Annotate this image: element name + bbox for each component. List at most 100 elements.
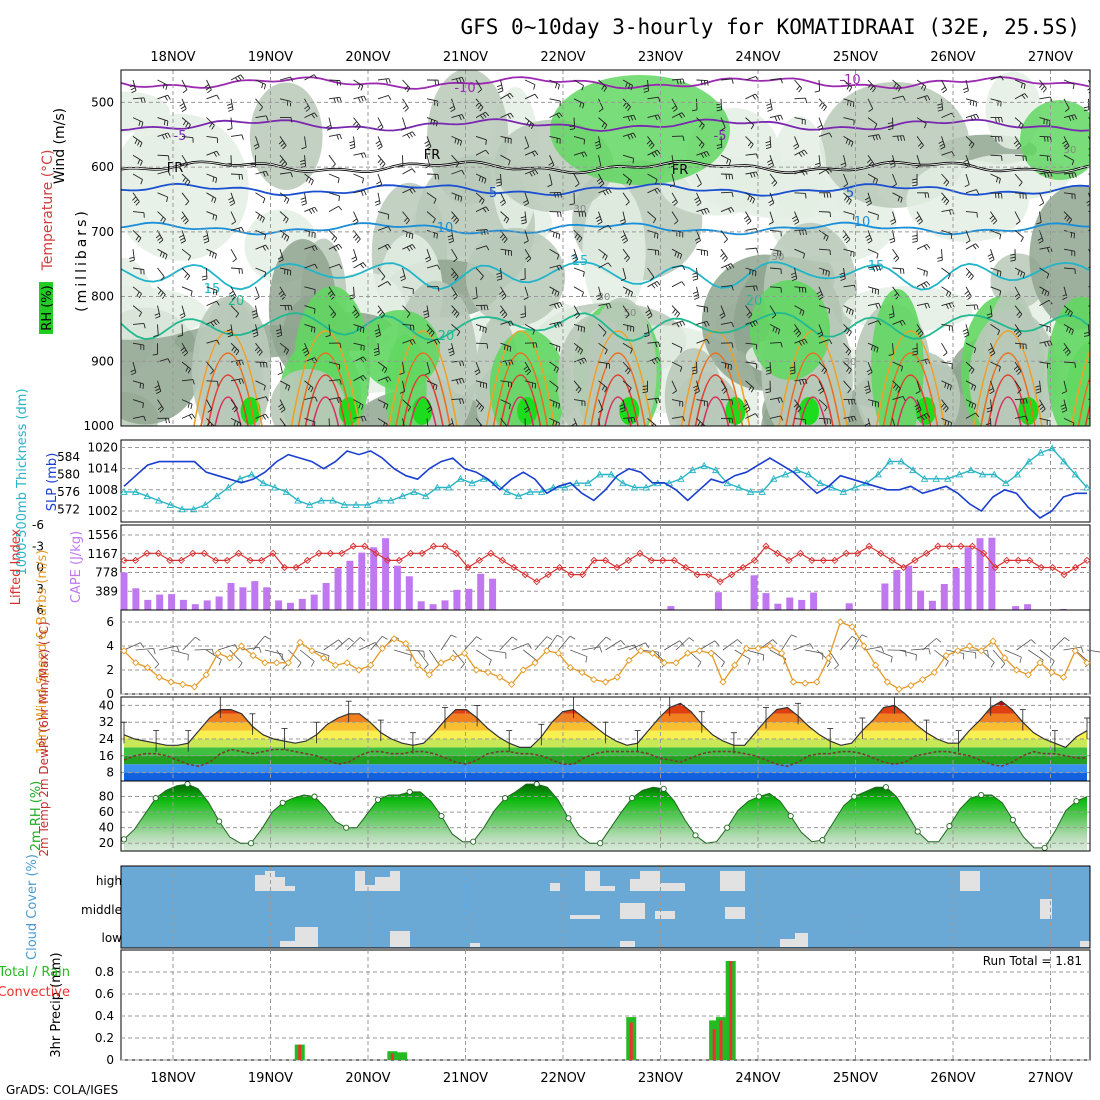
wind-barb: [916, 79, 927, 92]
wind-barb: [353, 173, 365, 184]
wind-barb: [402, 79, 411, 93]
wind-barb: [511, 643, 532, 651]
warm-isotherm: [193, 330, 263, 426]
wind-barb: [596, 173, 605, 188]
wind-barb: [499, 636, 518, 651]
wind-speed-point: [907, 681, 915, 690]
wind-barb: [671, 281, 686, 288]
cape-tick-label: 389: [95, 584, 118, 598]
rh-shading: [582, 182, 646, 322]
wind-barb: [201, 267, 208, 281]
isotherm-label: -5: [174, 129, 187, 144]
lifted-index-point: [120, 556, 128, 565]
wind-speed-point: [296, 638, 304, 647]
temp-tick-label: 32: [99, 715, 114, 729]
wind-speed-point: [413, 661, 422, 669]
wind-barb: [157, 79, 168, 90]
wind-barb: [1063, 324, 1074, 335]
wind-speed-point: [167, 678, 175, 686]
wind-barb: [549, 380, 559, 393]
thickness-point: [816, 479, 824, 487]
wind-barb: [1014, 192, 1027, 200]
wind-barb: [647, 211, 657, 224]
lifted-index-point: [670, 556, 678, 565]
slp-thickness-panel: 1002 1008 1014 1020 572 576 580 584 1000-500mb …: [15, 388, 1091, 576]
wind-barb: [206, 380, 219, 387]
wind-barb: [402, 244, 416, 252]
wind-barb: [181, 117, 191, 130]
footer-credit: GrADS: COLA/IGES: [6, 1083, 118, 1097]
wind-barb: [181, 413, 196, 420]
thickness-point: [213, 492, 221, 500]
wind-barb: [1063, 192, 1076, 200]
rh-area: [124, 784, 1087, 851]
wind-barb: [230, 248, 237, 263]
wind-barb: [500, 342, 512, 352]
pressure-tick-label: 1000: [83, 419, 114, 433]
wind-barb: [922, 638, 942, 651]
warm-isotherm: [311, 396, 340, 426]
wind-barb: [916, 243, 931, 250]
wind-barb: [941, 361, 953, 369]
wind-barb: [451, 398, 465, 405]
wind-barb: [1088, 248, 1090, 253]
wind-barb: [475, 192, 485, 205]
wind-speed-point: [1071, 647, 1079, 655]
wind-barb: [1013, 361, 1022, 375]
wind-speed-point: [390, 635, 398, 643]
wind-speed-point: [707, 649, 715, 657]
wind-barb: [206, 286, 218, 296]
warm-isotherm: [200, 352, 256, 426]
lifted-index-point: [303, 556, 312, 565]
wind-barb: [941, 267, 951, 280]
wind-barb: [692, 286, 700, 300]
wind-barb: [206, 319, 220, 327]
thickness-point: [607, 470, 616, 478]
cape-bar: [322, 583, 330, 610]
thickness-point: [561, 483, 569, 491]
wind-barb: [1036, 211, 1042, 225]
rh-point: [819, 837, 826, 844]
wind-barb: [451, 76, 465, 84]
wind-barb: [500, 320, 514, 327]
thickness-point: [166, 501, 175, 508]
wind-barb: [965, 211, 978, 218]
wind-barb: [451, 305, 460, 318]
warm-isotherm: [597, 374, 639, 426]
wind-barb: [328, 418, 330, 426]
wind-barb: [204, 79, 212, 94]
wind-barb: [598, 303, 612, 309]
wind-barb: [230, 211, 237, 225]
wind-barb: [496, 79, 504, 94]
rh-point: [501, 795, 509, 802]
rh-point: [216, 818, 223, 825]
precip-convective-bar: [629, 1022, 633, 1060]
wind-barb: [402, 211, 410, 225]
wind-barb: [743, 211, 752, 225]
wind-barb: [401, 117, 407, 131]
date-label-bottom-7: 25NOV: [833, 1071, 878, 1086]
wind-barb: [865, 230, 873, 244]
wind-speed-point: [519, 666, 527, 674]
wind-barb: [693, 380, 700, 394]
lifted-index-point: [567, 570, 575, 579]
wind-barb: [353, 262, 367, 269]
wind-speed-point: [566, 663, 574, 672]
wind-barb: [720, 417, 734, 424]
wind-barb: [671, 380, 677, 394]
wind-barb: [132, 173, 143, 185]
wind-barb: [990, 324, 1001, 336]
wind-barb: [206, 418, 215, 426]
wind-barb: [622, 342, 633, 354]
wind-barb: [622, 114, 637, 122]
wind-barb: [794, 97, 808, 103]
rh-point: [660, 785, 667, 792]
lifted-index-point: [785, 556, 793, 565]
wind-barb: [965, 412, 980, 419]
wind-barb: [892, 173, 897, 188]
wind-barb: [570, 649, 588, 663]
wind-barb: [888, 305, 895, 319]
lifted-index-point: [647, 556, 655, 565]
wind-barb: [598, 361, 610, 369]
wind-tick-label: 6: [106, 615, 114, 629]
